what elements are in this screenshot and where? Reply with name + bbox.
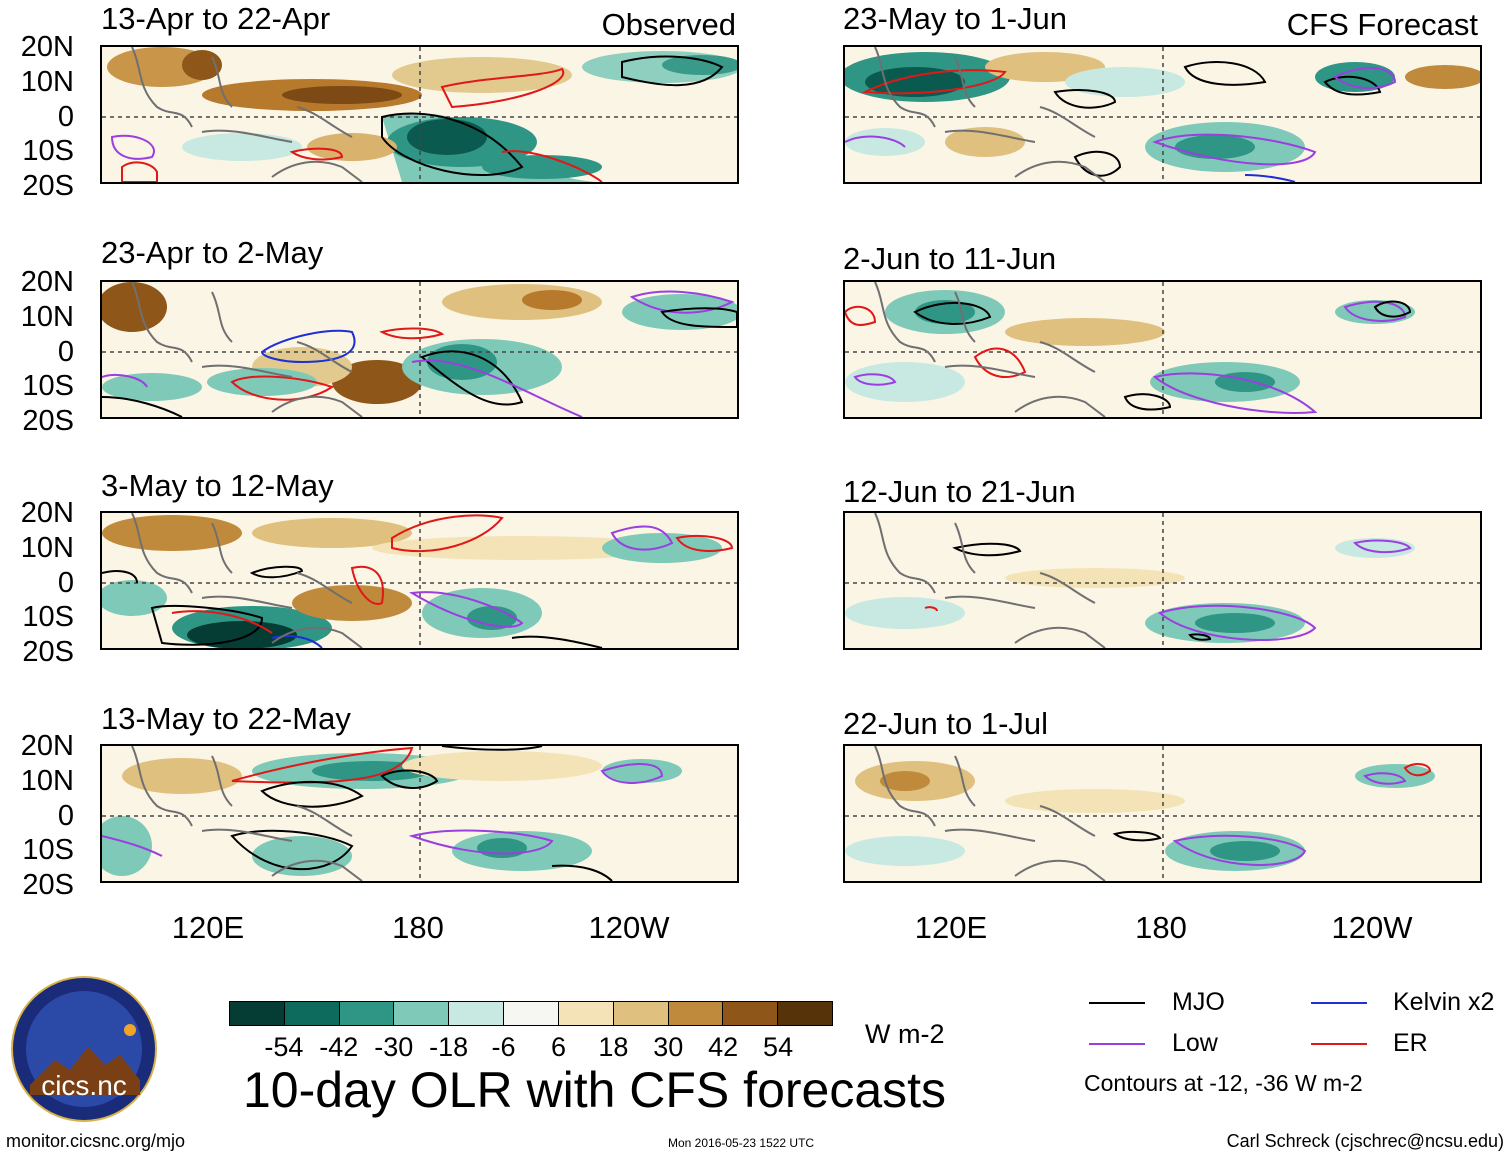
legend-label-low: Low xyxy=(1172,1029,1218,1057)
y-tick-row4-3: 10S xyxy=(22,834,74,867)
logo-text: cics.nc xyxy=(41,1070,127,1101)
olr-map-fcst-3 xyxy=(843,511,1482,650)
y-tick-row1-4: 20S xyxy=(22,170,74,202)
colorbar-units: W m-2 xyxy=(865,1019,945,1049)
footer-author: Carl Schreck (cjschrec@ncsu.edu) xyxy=(1226,1131,1504,1151)
y-tick-row1-2: 0 xyxy=(57,100,74,133)
y-tick-row3-2: 0 xyxy=(57,566,74,599)
main-title: 10-day OLR with CFS forecasts xyxy=(243,1062,947,1118)
legend-swatch-mjo xyxy=(1089,1002,1145,1004)
colorbar-label: -6 xyxy=(491,1032,516,1062)
y-tick-row2-4: 20S xyxy=(22,405,74,437)
y-tick-row3-0: 20N xyxy=(20,497,74,529)
panel-title-obs-1: 13-Apr to 22-Apr xyxy=(101,1,331,36)
olr-map-fcst-1 xyxy=(843,45,1482,184)
colorbar-label: -54 xyxy=(264,1032,304,1062)
panel-title-obs-3: 3-May to 12-May xyxy=(101,468,334,503)
y-tick-row1-1: 10N xyxy=(20,65,74,98)
y-tick-row2-0: 20N xyxy=(20,266,74,298)
cics-logo: cics.nc xyxy=(10,975,158,1123)
contours-note: Contours at -12, -36 W m-2 xyxy=(1084,1070,1363,1096)
x-tick-180-left: 180 xyxy=(392,910,444,945)
olr-map-obs-1 xyxy=(100,45,739,184)
y-tick-row4-0: 20N xyxy=(20,730,74,762)
legend-swatch-er xyxy=(1311,1043,1367,1045)
colorbar-swatch xyxy=(613,1002,669,1025)
y-tick-row3-1: 10N xyxy=(20,531,74,564)
y-tick-row2-2: 0 xyxy=(57,335,74,368)
panel-title-obs-2: 23-Apr to 2-May xyxy=(101,235,324,270)
olr-map-obs-2 xyxy=(100,280,739,419)
colorbar-swatch xyxy=(504,1002,559,1025)
panel-tag-forecast: CFS Forecast xyxy=(1286,7,1478,42)
panel-title-fcst-1: 23-May to 1-Jun xyxy=(843,1,1067,36)
colorbar-swatch xyxy=(558,1002,614,1025)
colorbar-swatch xyxy=(668,1002,724,1025)
y-tick-row4-1: 10N xyxy=(20,764,74,797)
olr-map-fcst-2 xyxy=(843,280,1482,419)
colorbar-label: 18 xyxy=(598,1032,629,1062)
x-tick-120w-left: 120W xyxy=(588,910,670,945)
y-tick-row4-4: 20S xyxy=(22,869,74,901)
y-tick-row3-3: 10S xyxy=(22,601,74,634)
legend-label-kelvin: Kelvin x2 xyxy=(1393,988,1495,1016)
colorbar-swatch xyxy=(778,1002,832,1025)
legend-swatch-kelvin xyxy=(1311,1002,1367,1004)
x-tick-180-right: 180 xyxy=(1135,910,1187,945)
colorbar-label: 6 xyxy=(550,1032,566,1062)
panel-title-fcst-4: 22-Jun to 1-Jul xyxy=(843,706,1049,741)
colorbar-label: 54 xyxy=(763,1032,794,1062)
colorbar-label: -18 xyxy=(429,1032,469,1062)
x-tick-120w-right: 120W xyxy=(1331,910,1413,945)
y-tick-row1-0: 20N xyxy=(20,31,74,63)
y-tick-row2-1: 10N xyxy=(20,300,74,333)
y-tick-row4-2: 0 xyxy=(57,799,74,832)
legend-label-mjo: MJO xyxy=(1172,988,1225,1016)
olr-map-fcst-4 xyxy=(843,744,1482,883)
panel-tag-observed: Observed xyxy=(601,7,736,42)
olr-map-obs-4 xyxy=(100,744,739,883)
colorbar-swatch xyxy=(339,1002,395,1025)
colorbar-swatch xyxy=(449,1002,505,1025)
y-tick-row1-3: 10S xyxy=(22,135,74,168)
panel-title-fcst-2: 2-Jun to 11-Jun xyxy=(843,241,1057,276)
colorbar-swatch xyxy=(394,1002,450,1025)
legend-label-er: ER xyxy=(1393,1029,1428,1057)
colorbar-label: -30 xyxy=(374,1032,414,1062)
colorbar-swatch xyxy=(284,1002,340,1025)
footer-url: monitor.cicsnc.org/mjo xyxy=(6,1131,186,1151)
colorbar-label: -42 xyxy=(319,1032,359,1062)
colorbar-swatch xyxy=(230,1002,285,1025)
x-tick-120e-left: 120E xyxy=(171,910,245,945)
colorbar-label: 30 xyxy=(653,1032,684,1062)
legend-swatch-low xyxy=(1089,1043,1145,1045)
panel-title-obs-4: 13-May to 22-May xyxy=(101,701,351,736)
colorbar-label: 42 xyxy=(708,1032,739,1062)
colorbar-swatch xyxy=(723,1002,779,1025)
olr-colorbar xyxy=(229,1001,833,1026)
olr-map-obs-3 xyxy=(100,511,739,650)
y-tick-row2-3: 10S xyxy=(22,370,74,403)
panel-title-fcst-3: 12-Jun to 21-Jun xyxy=(843,474,1076,509)
x-tick-120e-right: 120E xyxy=(914,910,988,945)
footer-timestamp: Mon 2016-05-23 1522 UTC xyxy=(668,1136,815,1150)
y-tick-row3-4: 20S xyxy=(22,636,74,668)
